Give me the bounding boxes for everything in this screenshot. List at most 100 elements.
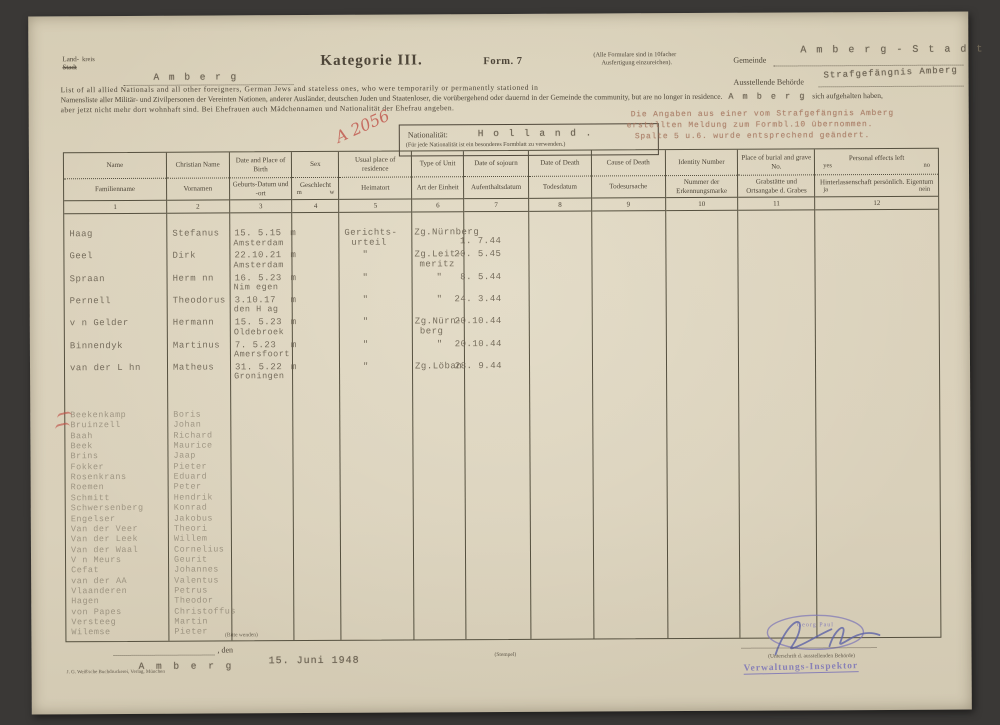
behoerde-writing-line bbox=[818, 84, 964, 88]
column-header-en-text-11: Place of burial and grave No. bbox=[741, 153, 812, 171]
behoerde-label: Ausstellende Behörde bbox=[733, 77, 804, 87]
column-header-en-text-6: Type of Unit bbox=[419, 159, 456, 168]
column-header-en-text-10: Identity Number bbox=[678, 158, 725, 167]
column-number-9: 9 bbox=[591, 198, 665, 212]
column-header-en-11: Place of burial and grave No. bbox=[738, 149, 815, 176]
column-header-en-sub-12: yes no bbox=[823, 162, 930, 170]
sub-nein: nein bbox=[918, 185, 931, 193]
column-header-de-text-9: Todesursache bbox=[609, 182, 648, 191]
table-column-4: Sex Geschlecht m w 4 bbox=[292, 151, 342, 641]
column-header-en-text-12: Personal effects left bbox=[848, 153, 905, 162]
column-header-en-1: Name bbox=[63, 152, 166, 180]
intro-line2-value: A m b e r g bbox=[728, 91, 807, 102]
table-column-12: Personal effects left yes no Hinterlassensc… bbox=[815, 148, 940, 638]
column-header-de-11: Grabstätte und Ortsangabe d. Grabes bbox=[738, 175, 815, 198]
table-column-6: Type of Unit Art der Einheit 6 bbox=[412, 151, 467, 640]
sub-nein: w bbox=[329, 188, 335, 196]
column-header-de-text-11: Grabstätte und Ortsangabe d. Grabes bbox=[746, 177, 807, 195]
table-column-9: Cause of Death Todesursache 9 bbox=[591, 150, 669, 639]
table-column-8: Date of Death Todesdatum 8 bbox=[528, 150, 595, 639]
column-number-4: 4 bbox=[292, 199, 339, 214]
name-stamp-text: Georg Paul bbox=[797, 622, 834, 628]
behoerde-value: Strafgefängnis Amberg bbox=[823, 65, 959, 81]
footer-den-label: , den bbox=[217, 645, 234, 655]
column-number-10: 10 bbox=[665, 197, 738, 212]
column-header-de-10: Nummer der Erkennungsmarke bbox=[665, 175, 738, 199]
column-header-en-5: Usual place of residence bbox=[339, 151, 412, 178]
column-header-en-3: Date and Place of Birth bbox=[229, 152, 292, 179]
table-column-5: Usual place of residence Heimatort 5 bbox=[339, 151, 415, 640]
column-header-de-text-8: Todesdatum bbox=[542, 183, 578, 192]
column-header-en-2: Christian Name bbox=[166, 152, 229, 179]
sub-ja: ja bbox=[823, 186, 829, 194]
column-header-en-8: Date of Death bbox=[528, 150, 591, 177]
footer-place-line bbox=[113, 653, 215, 657]
signature-and-stamp: Georg Paul bbox=[766, 614, 881, 656]
footer-date-value: 15. Juni 1948 bbox=[268, 655, 360, 668]
intro-line3: aber jetzt nicht mehr dort wohnhaft sind… bbox=[60, 103, 455, 115]
sub-yes: yes bbox=[823, 162, 832, 170]
copies-note: (Alle Formulare sind in 10facher Ausfert… bbox=[593, 51, 676, 67]
column-header-en-10: Identity Number bbox=[665, 149, 738, 177]
intro-line2-tail: sich aufgehalten haben, bbox=[812, 90, 883, 101]
column-header-de-sub-12: ja nein bbox=[823, 186, 930, 194]
column-header-de-text-4: Geschlecht bbox=[299, 180, 332, 189]
column-header-de-5: Heimatort bbox=[339, 177, 412, 200]
column-header-en-12: Personal effects left yes no bbox=[815, 148, 939, 176]
column-header-de-1: Familienname bbox=[64, 178, 166, 202]
kreis-suffix: kreis bbox=[82, 56, 95, 64]
column-header-de-4: Geschlecht m w bbox=[292, 177, 339, 201]
column-header-en-4: Sex bbox=[292, 151, 339, 179]
typed-note-line3: Spalte 5 u.6. wurde entsprechend geänder… bbox=[634, 131, 871, 142]
nationality-value: H o l l a n d . bbox=[477, 127, 594, 140]
gemeinde-label: Gemeinde bbox=[733, 55, 767, 65]
column-number-8: 8 bbox=[529, 198, 592, 212]
column-header-de-9: Todesursache bbox=[591, 176, 665, 199]
column-header-de-text-5: Heimatort bbox=[361, 184, 390, 193]
printer-imprint: J. G. Weiß'sche Buchdruckerei, Verlag, M… bbox=[66, 669, 165, 676]
column-header-en-9: Cause of Death bbox=[591, 150, 665, 177]
column-header-en-text-5: Usual place of residence bbox=[354, 155, 396, 173]
column-header-en-text-7: Date of sojourn bbox=[474, 159, 518, 168]
table-column-10: Identity Number Nummer der Erkennungsmark… bbox=[665, 149, 741, 639]
column-header-en-text-8: Date of Death bbox=[540, 159, 580, 168]
form-number: Form. 7 bbox=[483, 55, 523, 68]
column-header-en-text-9: Cause of Death bbox=[606, 158, 650, 167]
column-header-en-6: Type of Unit bbox=[412, 151, 464, 178]
column-header-en-text-3: Date and Place of Birth bbox=[235, 156, 286, 173]
column-header-de-3: Geburts-Datum und -ort bbox=[229, 178, 292, 201]
column-number-3: 3 bbox=[229, 200, 292, 214]
page-title: Kategorie III. bbox=[320, 52, 423, 69]
ink-signature bbox=[774, 621, 881, 656]
column-header-de-8: Todesdatum bbox=[528, 176, 591, 199]
column-header-de-12: Hinterlassenschaft persönlich. Eigentum j… bbox=[815, 174, 939, 198]
column-header-de-text-10: Nummer der Erkennungsmarke bbox=[676, 178, 728, 195]
sub-no: no bbox=[923, 161, 931, 169]
column-number-11: 11 bbox=[738, 197, 815, 211]
column-number-2: 2 bbox=[166, 200, 229, 214]
column-number-7: 7 bbox=[464, 198, 529, 213]
column-header-en-7: Date of sojourn bbox=[463, 150, 528, 178]
column-header-en-text-1: Name bbox=[106, 161, 124, 170]
column-header-en-text-2: Christian Name bbox=[175, 160, 220, 170]
table-column-7: Date of sojourn Aufenthaltsdatum 7 bbox=[463, 150, 532, 640]
copies-note-line1: (Alle Formulare sind in 10facher bbox=[593, 51, 677, 59]
register-table: Name Familienname 1 Christian Name Vornamen 2… bbox=[62, 147, 942, 643]
gemeinde-value: A m b e r g - S t a d t bbox=[800, 44, 985, 57]
column-number-6: 6 bbox=[412, 199, 464, 213]
document-page: Land-kreis Stadt A m b e r g Kategorie I… bbox=[28, 11, 984, 715]
table-column-2: Christian Name Vornamen 2 bbox=[166, 152, 233, 641]
column-header-de-2: Vornamen bbox=[166, 178, 229, 201]
copies-note-line2: Ausfertigung einzureichen). bbox=[601, 58, 673, 67]
oval-name-stamp bbox=[766, 614, 865, 651]
sub-ja: m bbox=[296, 188, 302, 196]
column-header-en-text-4: Sex bbox=[310, 160, 321, 169]
column-header-de-text-7: Aufenthaltsdatum bbox=[470, 183, 522, 192]
typed-note-line1: Die Angaben aus einer vom Strafgefängnis… bbox=[630, 108, 894, 120]
signature-caption: (Unterschrift d. ausstellenden Behörde) bbox=[768, 653, 855, 660]
nationality-note: (Für jede Nationalität ist ein besondere… bbox=[405, 141, 566, 149]
intro-line2-de: Namensliste aller Militär- und Zivilpers… bbox=[60, 92, 582, 105]
column-number-12: 12 bbox=[815, 196, 939, 211]
